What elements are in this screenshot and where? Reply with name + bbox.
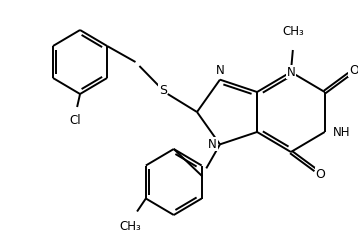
Text: N: N bbox=[286, 66, 295, 78]
Text: N: N bbox=[216, 64, 224, 77]
Text: O: O bbox=[315, 168, 325, 180]
Text: Cl: Cl bbox=[69, 114, 81, 127]
Text: NH: NH bbox=[333, 126, 350, 138]
Text: N: N bbox=[208, 138, 217, 151]
Text: CH₃: CH₃ bbox=[282, 25, 304, 38]
Text: CH₃: CH₃ bbox=[119, 220, 141, 234]
Text: O: O bbox=[349, 64, 358, 76]
Text: S: S bbox=[159, 84, 167, 96]
